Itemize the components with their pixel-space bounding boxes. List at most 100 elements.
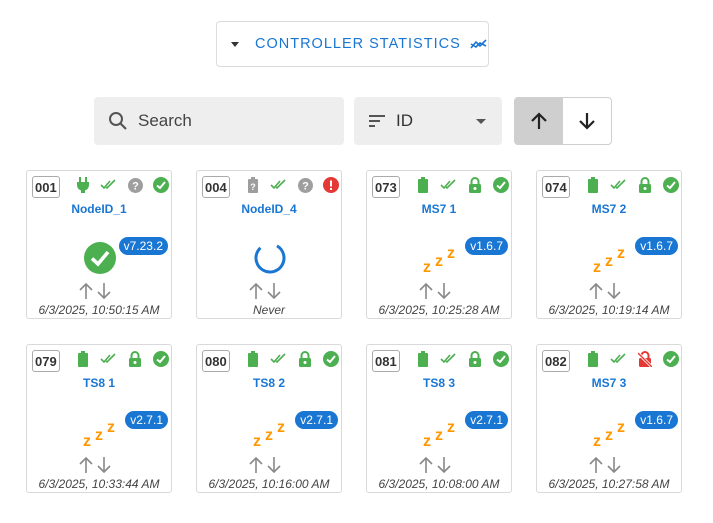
arrow-down-icon: [607, 283, 621, 300]
double-check-icon: [436, 353, 462, 365]
node-name-link[interactable]: NodeID_4: [241, 202, 297, 216]
node-name-link[interactable]: TS8 3: [422, 376, 455, 390]
double-check-icon: [606, 179, 632, 191]
sort-descending-button[interactable]: [563, 98, 611, 144]
last-seen-time: 6/3/2025, 10:33:44 AM: [38, 477, 160, 491]
search-input[interactable]: [136, 110, 320, 132]
svg-text:z: z: [423, 259, 431, 275]
lock-icon: [292, 351, 318, 367]
node-id-badge: 004: [202, 176, 230, 198]
node-status-icons: ? ?: [240, 177, 344, 193]
controller-statistics-label: CONTROLLER STATISTICS: [255, 36, 461, 52]
traffic-arrows: [249, 282, 281, 300]
check-circle-icon: [148, 351, 174, 367]
svg-text:z: z: [265, 427, 273, 444]
check-circle-icon: [658, 351, 684, 367]
node-name-link[interactable]: NodeID_1: [71, 202, 127, 216]
node-name-link[interactable]: MS7 2: [591, 202, 627, 216]
last-seen-time: 6/3/2025, 10:27:58 AM: [548, 477, 670, 491]
last-seen-time: 6/3/2025, 10:16:00 AM: [208, 477, 330, 491]
node-name-link[interactable]: TS8 2: [252, 376, 285, 390]
node-id-badge: 081: [372, 350, 400, 372]
svg-text:z: z: [617, 245, 625, 262]
lock-icon: [632, 177, 658, 193]
firmware-version-badge: v7.23.2: [118, 237, 168, 255]
arrow-down-icon: [437, 457, 451, 474]
sort-by-value: ID: [396, 111, 413, 130]
traffic-arrows: [419, 282, 451, 300]
double-check-icon: [266, 179, 292, 191]
node-card[interactable]: 001 ? NodeID_1 v7.23.2 6/3/2025, 10:50:1…: [26, 170, 172, 319]
firmware-version-badge: v1.6.7: [465, 237, 508, 255]
node-id-badge: 079: [32, 350, 60, 372]
double-check-icon: [266, 353, 292, 365]
battery-icon: [410, 351, 436, 367]
check-circle-icon: [488, 177, 514, 193]
svg-text:z: z: [83, 433, 91, 449]
awake-check-icon: [83, 241, 117, 275]
last-seen-time: 6/3/2025, 10:25:28 AM: [378, 303, 500, 317]
node-card[interactable]: 004 ? ? NodeID_4 Never: [196, 170, 342, 319]
last-seen-time: 6/3/2025, 10:50:15 AM: [38, 303, 160, 317]
check-circle-icon: [488, 351, 514, 367]
node-name-link[interactable]: TS8 1: [82, 376, 115, 390]
arrow-down-icon: [607, 457, 621, 474]
node-name-link[interactable]: MS7 3: [591, 376, 627, 390]
svg-text:z: z: [447, 419, 455, 436]
node-id-badge: 082: [542, 350, 570, 372]
arrow-down-icon: [267, 283, 281, 300]
lock-icon: [462, 351, 488, 367]
arrow-up-icon: [79, 456, 93, 473]
sort-by-select[interactable]: ID: [354, 97, 502, 145]
node-status-icons: [410, 177, 514, 193]
firmware-version-badge: v2.7.1: [465, 411, 508, 429]
search-box[interactable]: [94, 97, 344, 145]
svg-text:z: z: [107, 419, 115, 436]
arrow-up-icon: [249, 282, 263, 299]
search-icon: [109, 112, 127, 130]
unknown-icon: ?: [122, 177, 148, 193]
node-status-icons: [580, 177, 684, 193]
node-status-icons: [70, 351, 174, 367]
firmware-version-badge: v1.6.7: [635, 237, 678, 255]
last-seen-time: 6/3/2025, 10:08:00 AM: [378, 477, 500, 491]
node-name-link[interactable]: MS7 1: [421, 202, 457, 216]
traffic-arrows: [419, 456, 451, 474]
node-id-badge: 080: [202, 350, 230, 372]
svg-text:?: ?: [302, 180, 309, 192]
controller-statistics-button[interactable]: CONTROLLER STATISTICS: [216, 21, 489, 67]
battery-icon: [70, 351, 96, 367]
traffic-arrows: [249, 456, 281, 474]
lock-icon: [122, 351, 148, 367]
sort-ascending-button[interactable]: [515, 98, 563, 144]
node-id-badge: 001: [32, 176, 60, 198]
plug-icon: [70, 177, 96, 193]
svg-text:?: ?: [132, 180, 139, 192]
check-circle-icon: [658, 177, 684, 193]
svg-text:z: z: [617, 419, 625, 436]
svg-text:z: z: [277, 419, 285, 436]
svg-text:z: z: [593, 433, 601, 449]
arrow-up-icon: [79, 282, 93, 299]
double-check-icon: [96, 179, 122, 191]
svg-text:z: z: [435, 253, 443, 270]
svg-text:?: ?: [250, 182, 256, 192]
node-status-icons: [580, 351, 684, 367]
svg-text:z: z: [95, 427, 103, 444]
arrow-up-icon: [419, 282, 433, 299]
check-circle-icon: [148, 177, 174, 193]
unknown-icon: ?: [292, 177, 318, 193]
traffic-arrows: [589, 282, 621, 300]
double-check-icon: [436, 179, 462, 191]
traffic-arrows: [79, 456, 111, 474]
